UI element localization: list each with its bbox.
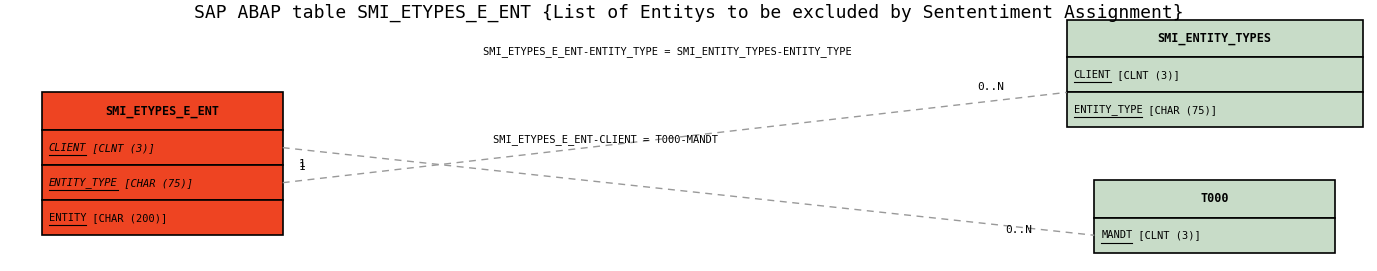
- FancyBboxPatch shape: [1067, 57, 1363, 92]
- Text: SMI_ENTITY_TYPES: SMI_ENTITY_TYPES: [1158, 32, 1272, 45]
- FancyBboxPatch shape: [41, 165, 282, 200]
- Text: SMI_ETYPES_E_ENT: SMI_ETYPES_E_ENT: [105, 105, 219, 118]
- Text: ENTITY_TYPE: ENTITY_TYPE: [1074, 104, 1143, 115]
- Text: [CLNT (3)]: [CLNT (3)]: [1132, 230, 1201, 240]
- FancyBboxPatch shape: [1067, 20, 1363, 57]
- FancyBboxPatch shape: [41, 92, 282, 130]
- Text: [CLNT (3)]: [CLNT (3)]: [1111, 70, 1180, 80]
- FancyBboxPatch shape: [1067, 92, 1363, 127]
- Text: SMI_ETYPES_E_ENT-CLIENT = T000-MANDT: SMI_ETYPES_E_ENT-CLIENT = T000-MANDT: [493, 134, 719, 145]
- Text: [CHAR (75)]: [CHAR (75)]: [1143, 105, 1217, 115]
- Text: [CHAR (200)]: [CHAR (200)]: [87, 213, 168, 223]
- Text: [CLNT (3)]: [CLNT (3)]: [87, 143, 156, 153]
- FancyBboxPatch shape: [41, 130, 282, 165]
- Text: 0..N: 0..N: [1005, 225, 1031, 235]
- Text: [CHAR (75)]: [CHAR (75)]: [117, 178, 193, 188]
- Text: ENTITY: ENTITY: [48, 213, 87, 223]
- FancyBboxPatch shape: [41, 200, 282, 235]
- Text: CLIENT: CLIENT: [48, 143, 87, 153]
- Text: 1: 1: [299, 162, 306, 172]
- Text: CLIENT: CLIENT: [1074, 70, 1111, 80]
- Text: T000: T000: [1201, 192, 1228, 205]
- FancyBboxPatch shape: [1095, 180, 1336, 218]
- FancyBboxPatch shape: [1095, 218, 1336, 253]
- Text: SMI_ETYPES_E_ENT-ENTITY_TYPE = SMI_ENTITY_TYPES-ENTITY_TYPE: SMI_ETYPES_E_ENT-ENTITY_TYPE = SMI_ENTIT…: [483, 46, 852, 57]
- Text: SAP ABAP table SMI_ETYPES_E_ENT {List of Entitys to be excluded by Sententiment : SAP ABAP table SMI_ETYPES_E_ENT {List of…: [194, 4, 1183, 22]
- Text: ENTITY_TYPE: ENTITY_TYPE: [48, 177, 117, 188]
- Text: 0..N: 0..N: [978, 82, 1004, 92]
- Text: MANDT: MANDT: [1102, 230, 1132, 240]
- Text: 1: 1: [299, 159, 306, 169]
